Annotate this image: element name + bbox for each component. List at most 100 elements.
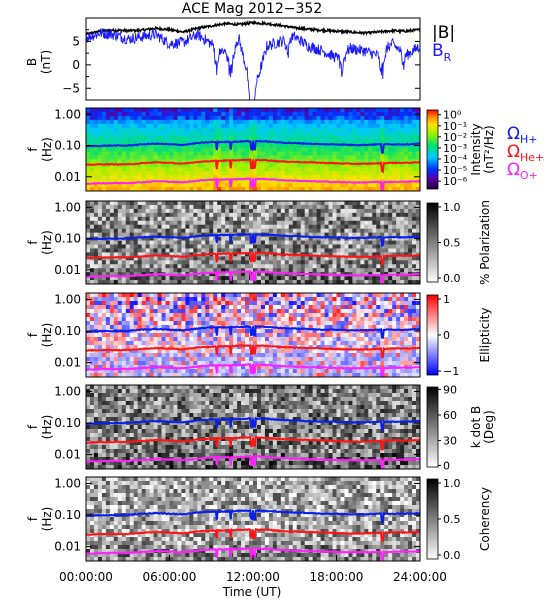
polarization-cell [356,260,361,265]
polarization-cell [153,248,158,253]
ellipticity-cell [181,361,186,366]
intensity-cell [380,111,385,117]
intensity-cell [284,119,290,125]
polarization-cell [249,280,254,285]
polarization-cell [288,280,294,285]
polarization-cell [408,220,413,226]
ellipticity-cell [133,313,139,318]
ellipticity-cell [197,353,202,358]
polarization-cell [165,276,170,281]
ellipticity-cell [97,313,103,318]
ellipticity-cell [241,353,246,358]
intensity-cell [113,108,119,113]
intensity-cell [93,147,99,152]
ellipticity-cell [260,369,266,374]
intensity-cell [169,135,174,141]
polarization-cell [221,264,226,269]
ellipticity-cell [332,293,337,298]
intensity-cell [276,115,282,121]
ellipticity-cell [177,369,182,374]
polarization-cell [86,228,91,234]
ellipticity-cell [125,361,131,366]
polarization-cell [264,224,270,230]
intensity-cell [304,183,310,188]
polarization-cell [217,268,222,273]
intensity-cell [308,183,314,188]
polarization-cell [137,244,143,249]
ellipticity-cell [105,357,111,362]
polarization-cell [97,264,103,269]
polarization-cell [217,220,222,226]
intensity-cell [233,167,238,172]
ellipticity-cell [284,341,290,346]
ellipticity-cell [241,341,246,346]
polarization-cell [292,280,298,285]
polarization-cell [161,268,166,273]
intensity-cell [225,183,230,188]
intensity-cell [320,139,325,144]
ellipticity-cell [253,313,258,318]
intensity-cell [233,187,238,192]
intensity-cell [376,187,381,192]
intensity-cell [213,167,218,172]
intensity-cell [300,167,306,172]
polarization-cell [185,280,190,285]
ellipticity-cell [280,361,286,366]
intensity-cell [288,115,294,121]
polarization-cell [173,280,178,285]
polarization-cell [253,244,258,249]
ellipticity-cell [177,317,182,322]
ellipticity-cell [97,353,103,358]
intensity-cell [376,147,381,152]
polarization-cell [272,280,278,285]
intensity-cell [86,171,91,176]
polarization-cell [416,240,421,245]
intensity-cell [89,119,95,125]
polarization-cell [205,228,210,234]
ellipticity-cell [336,297,341,302]
intensity-cell [209,115,214,121]
polarization-cell [360,204,365,210]
ellipticity-cell [276,369,282,374]
polarization-cell [396,248,401,253]
polarization-cell [105,228,111,234]
intensity-cell [364,123,369,129]
ellipticity-cell [284,309,290,314]
intensity-cell [292,163,298,168]
polarization-cell [392,232,397,237]
polarization-cell [348,248,353,253]
ellipticity-cell [340,353,345,358]
ellipticity-cell [137,325,143,330]
intensity-cell [121,131,127,137]
ellipticity-cell [241,345,246,350]
intensity-cell [320,159,325,164]
ellipticity-cell [260,301,266,306]
ellipticity-cell [133,333,139,338]
intensity-cell [225,123,230,129]
intensity-cell [296,171,302,176]
ellipticity-cell [292,353,298,358]
polarization-cell [328,204,333,210]
ellipticity-cell [205,361,210,366]
intensity-cell [137,155,143,160]
intensity-cell [253,167,258,172]
intensity-cell [292,131,298,137]
polarization-cell [157,228,162,234]
intensity-cell [392,111,397,117]
intensity-cell [93,111,99,117]
intensity-cell [328,131,333,137]
polarization-cell [149,268,154,273]
intensity-cell [264,187,270,192]
polarization-cell [245,224,250,230]
intensity-cell [416,119,421,125]
ellipticity-cell [157,369,162,374]
polarization-cell [149,224,154,230]
ellipticity-cell [241,329,246,334]
intensity-cell [177,155,182,160]
polarization-cell [388,232,393,237]
intensity-cell [396,131,401,137]
intensity-cell [300,108,306,113]
legend-omega-o-sub: O+ [520,169,538,182]
ellipticity-cell [324,313,329,318]
ellipticity-cell [113,353,119,358]
